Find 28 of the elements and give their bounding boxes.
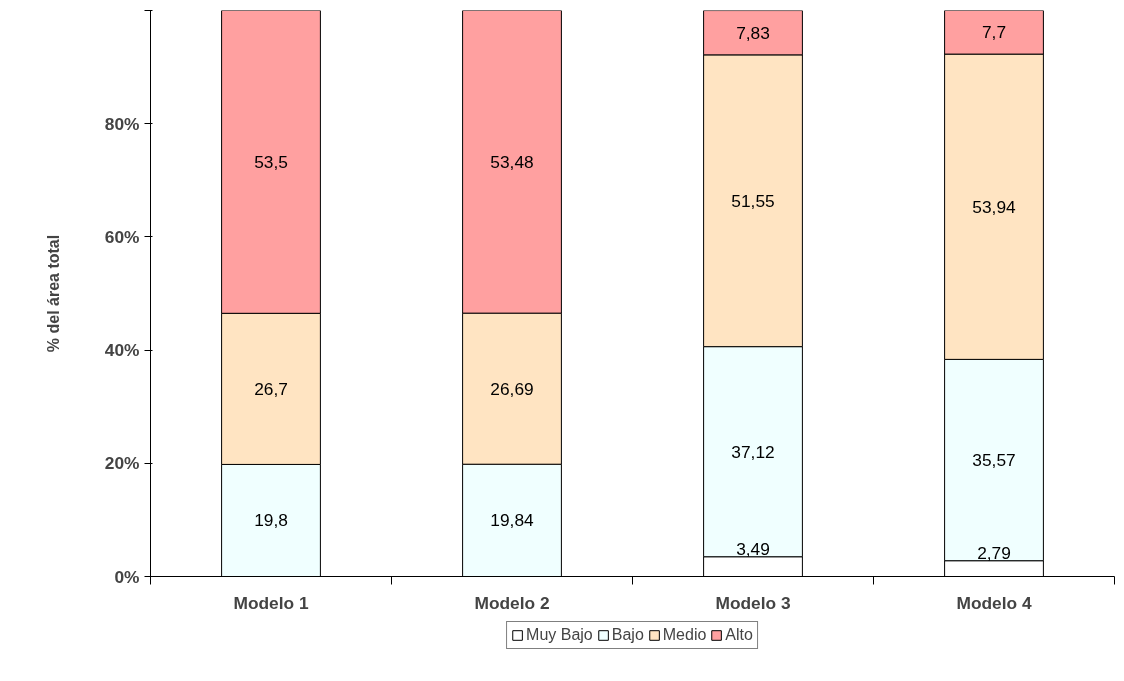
y-tick-label: 80%: [104, 113, 140, 134]
data-label: 53,5: [254, 151, 288, 172]
y-tick-label: 20%: [104, 453, 140, 474]
data-label: 7,7: [981, 22, 1007, 43]
data-label: 26,69: [490, 378, 534, 399]
legend-label: Alto: [725, 626, 753, 644]
y-tick-label: 0%: [114, 566, 140, 587]
legend-label: Muy Bajo: [526, 626, 593, 644]
data-label: 7,83: [736, 22, 770, 43]
data-label: 26,7: [254, 378, 288, 399]
data-label: 53,94: [972, 196, 1017, 217]
x-tick-label: Modelo 3: [715, 592, 791, 613]
data-label: 19,8: [254, 510, 288, 531]
legend-label: Bajo: [611, 626, 644, 644]
x-tick-label: Modelo 2: [474, 592, 550, 613]
data-label: 51,55: [731, 190, 775, 211]
data-label: 2,79: [977, 542, 1011, 563]
x-tick-label: Modelo 1: [233, 592, 309, 613]
data-label: 3,49: [736, 538, 770, 559]
data-label: 19,84: [490, 510, 535, 531]
y-tick-label: 40%: [104, 340, 140, 361]
data-label: 35,57: [972, 450, 1016, 471]
data-label: 53,48: [490, 151, 534, 172]
y-axis-title: % del área total: [44, 234, 62, 353]
legend-label: Medio: [662, 626, 707, 644]
data-label: 37,12: [731, 441, 775, 462]
x-tick-label: Modelo 4: [956, 592, 1032, 613]
y-tick-label: 60%: [104, 226, 140, 247]
